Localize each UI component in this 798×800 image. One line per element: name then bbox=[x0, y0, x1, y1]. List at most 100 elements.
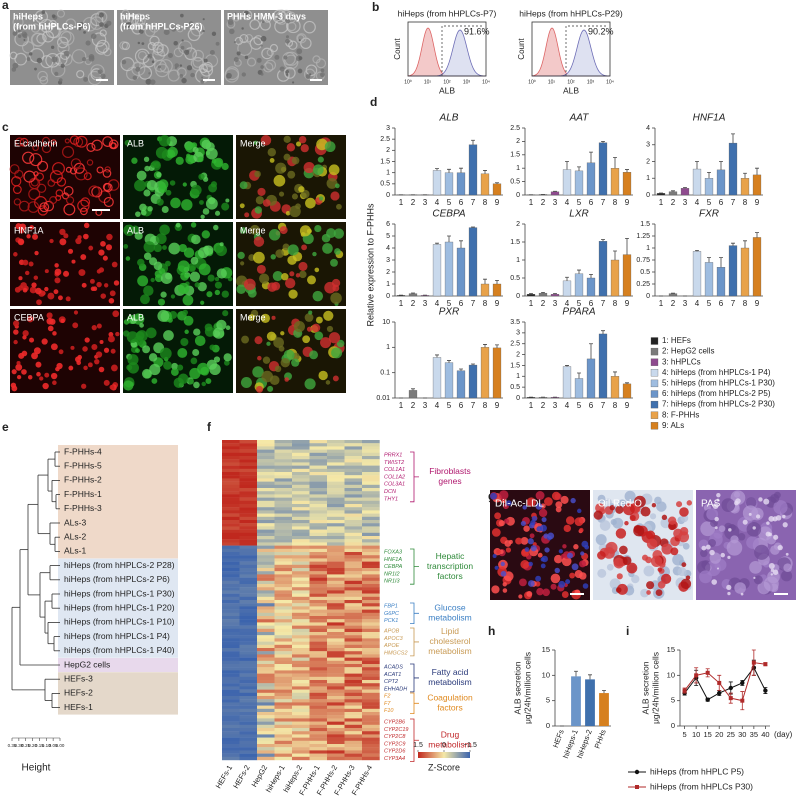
cell bbox=[161, 206, 169, 214]
heatmap-cell bbox=[257, 529, 275, 533]
cell bbox=[202, 18, 205, 21]
bar bbox=[492, 283, 502, 297]
heatmap-cell bbox=[309, 654, 328, 658]
heatmap-cell bbox=[327, 516, 345, 521]
cell bbox=[498, 520, 505, 527]
x-tick-label: 7 bbox=[471, 299, 476, 308]
leaf-label: F-PHHs-2 bbox=[64, 475, 102, 485]
heatmap-cell bbox=[344, 587, 363, 591]
cell bbox=[281, 273, 289, 281]
cell bbox=[538, 508, 548, 518]
group-label: Drug bbox=[441, 730, 460, 740]
leaf-label: F-PHHs-3 bbox=[64, 503, 102, 513]
heatmap-cell bbox=[274, 561, 293, 565]
heatmap-cell bbox=[222, 721, 240, 725]
heatmap-cell bbox=[344, 481, 363, 485]
channel-label: ALB bbox=[127, 312, 144, 322]
heatmap-cell bbox=[327, 529, 345, 533]
heatmap-cell bbox=[274, 750, 293, 754]
error-bar bbox=[589, 274, 593, 278]
cell bbox=[64, 138, 70, 144]
cell bbox=[19, 223, 27, 231]
heatmap-cell bbox=[362, 472, 380, 476]
cell bbox=[224, 68, 240, 83]
cell bbox=[203, 58, 208, 63]
heatmap-cell bbox=[362, 456, 380, 460]
heatmap-cell bbox=[257, 446, 275, 450]
cell bbox=[241, 27, 244, 30]
cell bbox=[72, 322, 79, 329]
gate-percent: 91.6% bbox=[464, 26, 490, 36]
cell bbox=[535, 491, 545, 500]
x-tick-label: 2 bbox=[411, 198, 416, 207]
cell bbox=[749, 561, 762, 574]
x-tick-label: 8 bbox=[743, 198, 748, 207]
cell bbox=[334, 248, 341, 255]
cell bbox=[730, 535, 739, 544]
cell bbox=[577, 508, 582, 514]
heatmap-cell bbox=[292, 596, 310, 601]
cell bbox=[302, 335, 311, 344]
bar bbox=[656, 193, 666, 196]
heatmap-cell bbox=[274, 539, 293, 543]
cell bbox=[633, 495, 646, 508]
heatmap-cell bbox=[222, 718, 240, 722]
heatmap-cell bbox=[257, 740, 275, 745]
heatmap-cell bbox=[257, 558, 275, 562]
cell bbox=[17, 238, 25, 246]
bar bbox=[622, 172, 632, 196]
heatmap-cell bbox=[239, 712, 258, 716]
cell bbox=[62, 145, 75, 159]
bar bbox=[432, 170, 442, 196]
x-tick-label: 10³ bbox=[587, 79, 595, 85]
heatmap-cell bbox=[257, 481, 275, 485]
heatmap-cell bbox=[222, 558, 240, 562]
heatmap-cell bbox=[362, 568, 380, 572]
cell bbox=[330, 292, 342, 304]
cell bbox=[127, 362, 139, 374]
x-tick-label: 10⁴ bbox=[606, 79, 614, 85]
heatmap-cell bbox=[274, 571, 293, 575]
x-tick-label: 2 bbox=[541, 198, 546, 207]
heatmap-cell bbox=[309, 644, 328, 649]
heatmap-cell bbox=[222, 472, 240, 476]
group-bracket bbox=[410, 602, 419, 624]
axis-label: Relative expression to F-PHHs bbox=[365, 203, 375, 327]
cell bbox=[65, 196, 75, 205]
cell bbox=[612, 517, 624, 529]
heatmap-cell bbox=[292, 660, 310, 665]
leaf-label: hiHeps (from hHPLCs-1 P30) bbox=[64, 588, 175, 598]
cell bbox=[106, 20, 112, 26]
cell bbox=[282, 51, 296, 66]
heatmap-cell bbox=[327, 564, 345, 569]
cell bbox=[661, 543, 673, 555]
leaf-label: ALs-3 bbox=[64, 517, 86, 527]
y-tick-label: 1.5 bbox=[380, 158, 390, 165]
heatmap-cell bbox=[309, 657, 328, 661]
gene-label: APOB bbox=[383, 628, 400, 634]
cell bbox=[502, 588, 508, 593]
y-tick-label: 0.5 bbox=[640, 269, 650, 276]
heatmap-cell bbox=[327, 676, 345, 681]
cell bbox=[579, 527, 584, 533]
heatmap-cell bbox=[239, 670, 258, 674]
heatmap-cell bbox=[292, 692, 310, 697]
gene-label: NR1I3 bbox=[384, 579, 401, 585]
heatmap-cell bbox=[274, 686, 293, 690]
heatmap-cell bbox=[274, 641, 293, 645]
cell bbox=[646, 590, 651, 595]
heatmap-cell bbox=[344, 708, 363, 713]
heatmap-cell bbox=[362, 715, 380, 719]
cell bbox=[134, 179, 146, 192]
heatmap-cell bbox=[257, 568, 275, 572]
cell bbox=[752, 526, 756, 530]
cell bbox=[255, 196, 264, 205]
cell bbox=[28, 261, 34, 267]
cell bbox=[299, 270, 307, 279]
cell bbox=[319, 196, 324, 201]
cell bbox=[157, 65, 162, 69]
heatmap-cell bbox=[327, 468, 345, 473]
cell bbox=[325, 380, 331, 385]
cell bbox=[27, 315, 34, 323]
cell bbox=[246, 57, 257, 67]
